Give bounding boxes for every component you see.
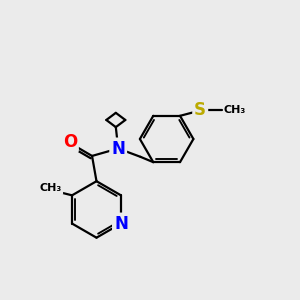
- Text: N: N: [114, 214, 128, 232]
- Text: CH₃: CH₃: [223, 106, 245, 116]
- Text: N: N: [111, 140, 125, 158]
- Text: O: O: [63, 133, 77, 151]
- Text: CH₃: CH₃: [40, 184, 62, 194]
- Text: S: S: [194, 101, 206, 119]
